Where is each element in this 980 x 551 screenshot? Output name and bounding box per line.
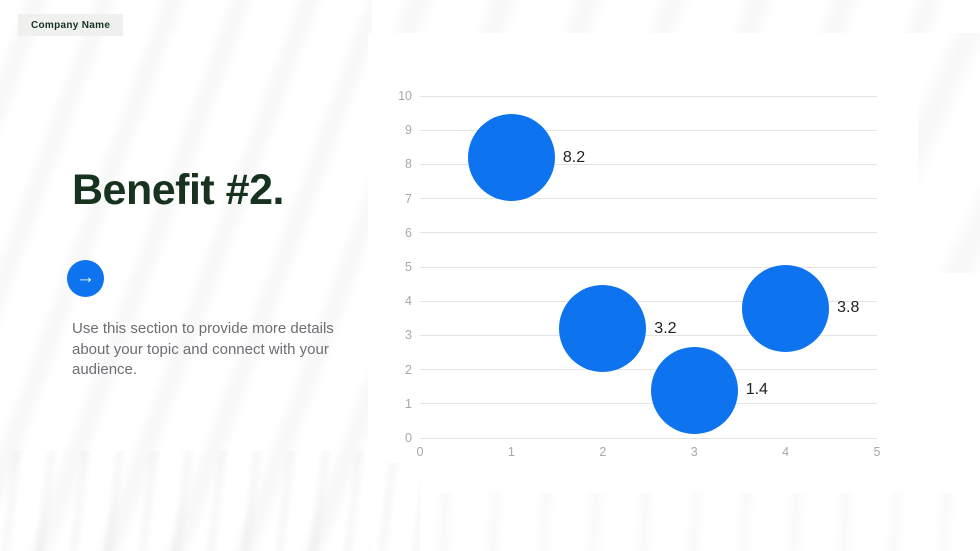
bubble-value-label: 3.8 xyxy=(837,299,860,317)
arrow-button[interactable]: → xyxy=(67,260,104,297)
company-name-label: Company Name xyxy=(31,19,111,31)
body-text: Use this section to provide more details… xyxy=(72,320,334,378)
bubble-value-label: 1.4 xyxy=(745,381,768,399)
gridline xyxy=(420,403,877,405)
gridline xyxy=(420,232,877,234)
bubble-value-label: 8.2 xyxy=(562,148,586,166)
right-arrow-icon: → xyxy=(76,267,95,288)
bubble xyxy=(467,114,555,202)
y-axis-tick-label: 1 xyxy=(405,396,412,411)
gridline xyxy=(420,198,877,200)
gridline xyxy=(420,266,877,268)
x-axis-tick-label: 2 xyxy=(599,445,607,459)
x-axis-tick-label: 1 xyxy=(507,445,515,459)
gridline xyxy=(420,300,877,302)
x-axis-tick-label: 5 xyxy=(873,445,881,459)
x-axis-tick-label: 4 xyxy=(782,445,790,459)
y-axis-tick-label: 7 xyxy=(405,191,412,206)
y-axis-tick-label: 6 xyxy=(405,225,412,240)
y-axis-tick-label: 3 xyxy=(405,328,412,343)
y-axis-tick-label: 4 xyxy=(405,294,412,309)
bubble-value-label: 3.2 xyxy=(654,319,677,337)
x-axis-tick-label: 0 xyxy=(416,445,424,459)
gridline xyxy=(420,163,877,165)
y-axis-tick-label: 8 xyxy=(405,157,412,172)
y-axis-tick-label: 2 xyxy=(405,362,412,377)
gridline xyxy=(420,437,877,439)
y-axis-tick-label: 10 xyxy=(398,89,412,103)
company-name-badge: Company Name xyxy=(18,14,124,36)
bubble xyxy=(650,346,738,434)
y-axis-tick-label: 9 xyxy=(405,123,412,138)
slide-title: Benefit #2. xyxy=(72,166,284,214)
x-axis-tick-label: 3 xyxy=(690,445,698,459)
y-axis-tick-label: 0 xyxy=(405,431,412,445)
gridline xyxy=(420,334,877,336)
gridline xyxy=(420,95,877,97)
bubble xyxy=(559,285,647,373)
bubble xyxy=(742,264,830,352)
gridline xyxy=(420,369,877,371)
y-axis-tick-label: 5 xyxy=(405,260,412,274)
gridline xyxy=(420,129,877,131)
chart-background-panel xyxy=(368,33,918,463)
